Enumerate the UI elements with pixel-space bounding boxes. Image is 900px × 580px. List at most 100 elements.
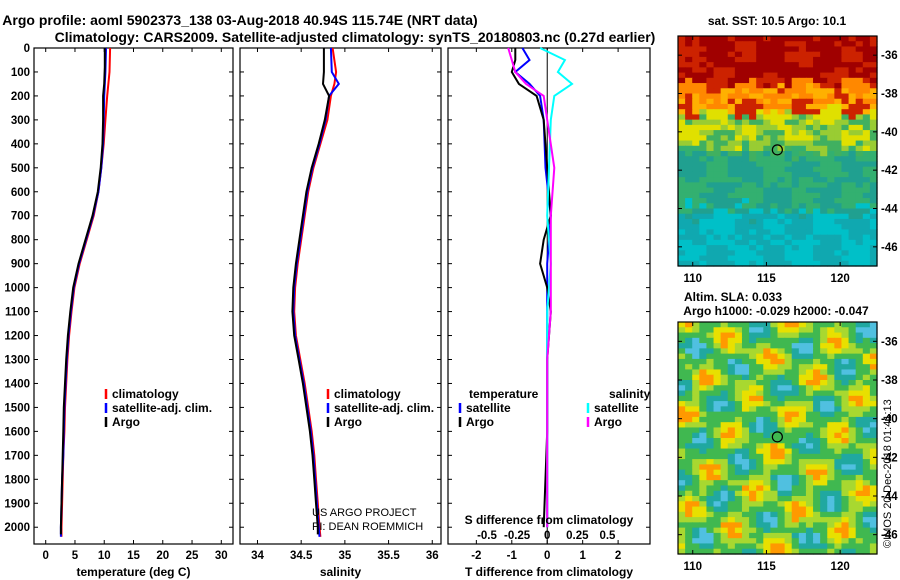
map-cell [685,517,693,523]
map-cell [763,187,771,194]
map-cell [827,517,835,523]
map-cell [862,369,871,376]
map-cell [820,427,828,434]
map-cell [869,469,878,476]
map-cell [841,182,850,189]
map-cell [741,438,750,444]
map-cell [713,517,722,523]
map-cell [770,532,779,539]
map-cell [848,406,857,413]
ytick-label: 300 [11,115,30,127]
map-cell [706,192,715,199]
map-cell [713,62,722,68]
map-cell [770,198,779,204]
map-cell [827,438,835,444]
map-cell [692,490,700,497]
ytick-label: 1400 [4,378,30,390]
xlabel-temperature: temperature (deg C) [76,565,190,579]
map-cell [734,427,743,434]
map-cell [756,198,764,204]
map-cell [841,401,850,407]
map-cell [727,119,736,126]
map-cell [827,501,835,508]
map-cell [805,51,814,58]
map-cell [734,161,743,168]
map-cell [727,443,736,450]
map-cell [820,369,828,376]
map-cell [692,543,700,550]
map-cell [678,72,686,79]
map-cell [848,348,857,355]
map-cell [777,343,786,349]
map-cell [791,72,800,79]
map-cell [713,187,722,194]
map-cell [734,517,743,523]
map-cell [827,245,835,251]
map-cell [699,401,708,407]
map-cell [862,67,871,74]
map-cell [713,395,722,402]
map-cell [777,198,786,204]
map-cell [720,416,729,423]
map-cell [869,224,878,231]
map-cell [827,485,835,492]
map-cell [734,93,743,100]
map-cell [784,88,793,95]
map-cell [862,401,871,407]
map-cell [827,41,835,48]
map-cell [805,517,814,523]
map-cell [720,98,729,105]
map-cell [784,337,793,344]
map-cell [692,41,700,48]
map-cell [798,151,807,157]
map-cell [813,406,821,413]
map-ytick-label: -38 [881,89,898,101]
ytick-label: 1100 [5,307,30,319]
map-cell [741,119,750,126]
map-cell [862,198,871,204]
map-cell [791,395,800,402]
map-cell [805,103,814,110]
map-cell [692,124,700,131]
map-xtick-label: 110 [683,561,702,573]
map-cell [784,198,793,204]
map-cell [855,166,864,173]
map-cell [805,239,814,246]
ytick-label: 2000 [4,522,30,534]
map-cell [727,337,736,344]
map-cell [678,218,686,225]
map-cell [706,369,715,376]
map-cell [692,374,700,381]
map-cell [741,245,750,251]
map-cell [791,337,800,344]
map-cell [756,358,764,365]
map-cell [706,255,715,262]
map-cell [749,474,757,481]
map-cell [848,464,857,471]
map-cell [699,522,708,529]
map-cell [834,166,843,173]
map-cell [805,385,814,392]
map-cell [770,480,779,487]
map-cell [862,517,871,523]
map-cell [727,51,736,58]
map-cell [784,427,793,434]
map-cell [692,416,700,423]
map-cell [827,224,835,231]
map-cell [848,229,857,236]
map-cell [798,416,807,423]
map-cell [692,161,700,168]
map-cell [770,385,779,392]
map-cell [869,36,878,42]
map-cell [798,332,807,339]
map-cell [777,459,786,465]
map-cell [869,474,878,481]
map-cell [813,453,821,460]
map-cell [820,438,828,444]
map-cell [805,364,814,371]
map-cell [720,224,729,231]
map-cell [805,72,814,79]
map-cell [784,548,793,555]
map-cell [756,401,764,407]
map-cell [763,177,771,183]
